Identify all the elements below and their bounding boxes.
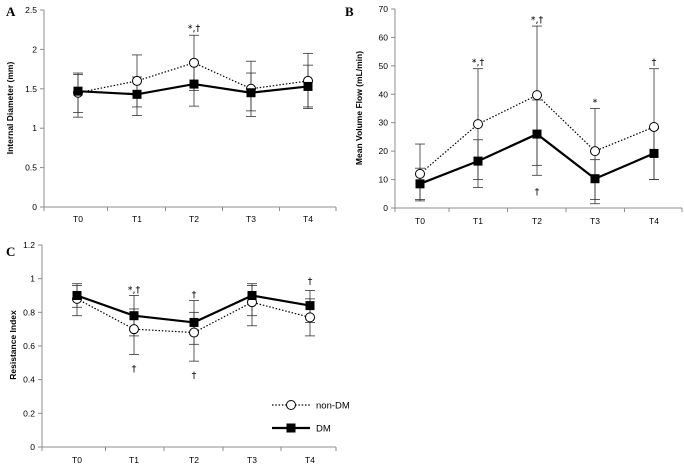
panel-c-ytick-label: 0.4 [23, 375, 35, 385]
panel-c-significance-marker: † [132, 364, 137, 375]
panel-c: C 0 0.2 0.4 0.6 0.8 1 1.2 T0 T1 T2 T3 T4 Resistance … [6, 240, 350, 465]
panel-c-ytick-label: 0.8 [23, 307, 35, 317]
panel-b-dm-point [415, 179, 425, 189]
panel-b-non-dm-point [590, 146, 600, 157]
panel-c-dm-point [72, 291, 82, 300]
panel-c-dm-point [129, 311, 139, 321]
panel-c-non-dm-point [189, 327, 199, 338]
panel-a-ytick-label: 0 [32, 202, 37, 212]
panel-b-significance-marker: * [593, 97, 598, 108]
panel-b-ytick-label: 50 [379, 61, 389, 71]
panel-c-y-axis-title: Resistance Index [8, 310, 18, 380]
panel-a-dm-point [303, 81, 313, 91]
panel-c-ytick-label: 1.2 [23, 240, 35, 250]
panel-a-dm-point [132, 89, 142, 99]
panel-a-non-dm-point [132, 75, 142, 86]
panel-a-xtick-label: T3 [246, 214, 256, 224]
panel-b: B 0 10 20 30 40 50 60 70 T0 T1 T2 T3 T4 Mean Volume F… [345, 4, 683, 226]
panel-a-xtick-label: T0 [73, 214, 83, 224]
panel-c-significance-marker: *,† [128, 285, 141, 296]
panel-a-ytick-label: 1.5 [25, 84, 37, 94]
panel-c-xtick-label: T4 [305, 455, 315, 465]
panel-b-non-dm-point [649, 121, 659, 132]
panel-c-ytick-label: 1 [30, 274, 35, 284]
panel-c-ytick-label: 0.2 [23, 408, 35, 418]
panel-b-xtick-label: T3 [590, 216, 600, 226]
panel-a-ytick-label: 1 [32, 123, 37, 133]
panel-c-xtick-label: T2 [189, 455, 199, 465]
panel-b-dm-point [473, 156, 483, 166]
panel-c-dm-point [189, 317, 199, 327]
panel-c-significance-marker: † [192, 290, 197, 301]
panel-b-xtick-label: T4 [649, 216, 659, 226]
panel-b-significance-marker: *,† [531, 15, 544, 26]
legend-dm-marker [286, 423, 296, 433]
legend-non-dm-marker [286, 400, 296, 410]
panel-a-ytick-label: 2.5 [25, 5, 37, 15]
legend-non-dm-label: non-DM [316, 401, 350, 412]
panel-b-ytick-label: 30 [379, 118, 389, 128]
panel-a-xtick-label: T1 [132, 214, 142, 224]
panel-b-dm-point [649, 148, 659, 158]
panel-b-non-dm-point [473, 119, 483, 130]
panel-c-xtick-label: T3 [247, 455, 257, 465]
panel-a-dm-point [189, 79, 199, 89]
panel-b-significance-marker: † [535, 187, 540, 198]
panel-a: A 0 0.5 1 1.5 2 2.5 T0 T1 T2 T3 T4 Internal Diamete… [5, 4, 337, 224]
legend-dm-label: DM [316, 424, 331, 435]
panel-b-ytick-label: 20 [379, 146, 389, 156]
panel-b-ytick-label: 10 [379, 175, 389, 185]
panel-c-letter: C [6, 244, 15, 259]
panel-c-ytick-label: 0 [30, 442, 35, 452]
panel-a-significance-marker: *,† [188, 23, 201, 34]
panel-b-xtick-label: T0 [415, 216, 425, 226]
panel-b-significance-marker: † [652, 58, 657, 69]
panel-a-letter: A [6, 4, 16, 19]
panel-c-non-dm-series-line [76, 298, 311, 334]
panel-c-significance-marker: † [192, 371, 197, 382]
panel-c-ytick-label: 0.6 [23, 341, 35, 351]
panel-b-letter: B [345, 4, 354, 19]
panel-a-dm-point [246, 88, 256, 98]
panel-c-xtick-label: T1 [129, 455, 139, 465]
panel-b-xtick-label: T2 [532, 216, 542, 226]
panel-c-dm-point [305, 301, 315, 311]
panel-b-y-axis-title: Mean Volume Flow (mL/min) [354, 51, 364, 165]
panel-b-significance-marker: *,† [472, 58, 485, 69]
panel-a-xtick-label: T2 [189, 214, 199, 224]
panel-b-xtick-label: T1 [473, 216, 483, 226]
panel-c-xtick-label: T0 [72, 455, 82, 465]
panel-c-non-dm-point [129, 324, 139, 335]
panel-a-ytick-label: 2 [32, 44, 37, 54]
panel-b-non-dm-point [532, 90, 542, 101]
panel-c-dm-point [247, 291, 257, 300]
panel-b-ytick-label: 0 [383, 203, 388, 213]
panel-c-non-dm-point [305, 312, 315, 323]
panel-a-y-axis-title: Internal Diameter (mm) [5, 62, 15, 155]
panel-a-xtick-label: T4 [303, 214, 313, 224]
panel-a-dm-point [73, 86, 83, 96]
panel-c-significance-marker: † [308, 276, 313, 287]
panel-b-dm-point [590, 174, 600, 184]
panel-a-ytick-label: 0.5 [25, 163, 37, 173]
panel-b-ytick-label: 70 [379, 4, 389, 14]
panel-b-non-dm-point [415, 168, 425, 179]
panel-b-ytick-label: 40 [379, 89, 389, 99]
panel-b-ytick-label: 60 [379, 32, 389, 42]
panel-a-non-dm-point [189, 57, 199, 68]
panel-b-dm-point [532, 129, 542, 139]
